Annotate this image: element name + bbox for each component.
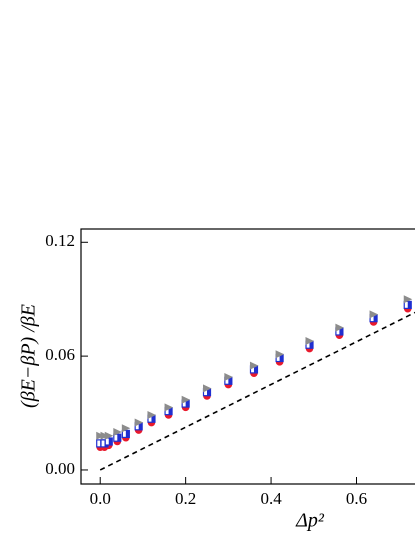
- point-part: [407, 301, 412, 309]
- point: [275, 350, 285, 359]
- point: [403, 300, 412, 309]
- point-part: [309, 341, 314, 349]
- x-tick-label: 0.0: [90, 489, 111, 508]
- point-part: [339, 327, 343, 335]
- point-part: [279, 354, 284, 362]
- x-tick-label: 0.4: [260, 489, 282, 508]
- point-part: [151, 415, 155, 423]
- point-part: [125, 430, 130, 438]
- point-part: [253, 365, 258, 373]
- point-part: [373, 314, 378, 322]
- point: [202, 384, 212, 393]
- point: [113, 428, 122, 437]
- point: [305, 336, 315, 345]
- y-tick-label: 0.06: [45, 345, 75, 364]
- x-tick-label: 0.6: [346, 489, 367, 508]
- point-part: [168, 407, 173, 415]
- point-part: [206, 388, 211, 396]
- point: [104, 431, 114, 440]
- y-axis-title: (βE−βP) /βE: [18, 304, 40, 408]
- point-part: [117, 434, 121, 442]
- point: [100, 431, 109, 440]
- point-part: [108, 438, 113, 445]
- point: [403, 295, 413, 304]
- point: [96, 431, 105, 440]
- point: [134, 418, 144, 427]
- point-part: [138, 422, 143, 430]
- y-tick-label: 0.00: [45, 459, 75, 478]
- reference-line: [99, 311, 415, 471]
- point-part: [185, 400, 190, 408]
- point: [224, 372, 233, 381]
- point: [121, 424, 131, 433]
- point: [335, 323, 344, 332]
- point: [249, 361, 259, 370]
- point: [369, 310, 379, 319]
- point: [164, 403, 174, 412]
- point-part: [228, 377, 232, 385]
- x-tick-label: 0.2: [175, 489, 196, 508]
- plot-frame: [80, 228, 415, 485]
- point: [121, 429, 130, 439]
- point: [147, 410, 156, 419]
- point: [113, 433, 122, 442]
- point: [181, 395, 191, 404]
- point: [104, 437, 113, 446]
- y-tick-label: 0.12: [45, 231, 75, 250]
- x-axis-title: Δp²: [295, 510, 325, 532]
